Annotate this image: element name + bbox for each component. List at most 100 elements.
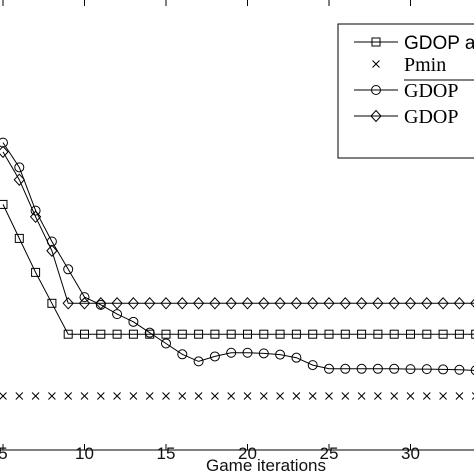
- series-diamond-diamond-marker: [46, 244, 58, 258]
- x-tick-label: 15: [157, 444, 176, 463]
- series-x-x-marker: [422, 392, 431, 400]
- series-x-x-marker: [194, 392, 203, 400]
- series-square-square-marker: [112, 329, 122, 339]
- series-square-square-marker: [275, 329, 285, 339]
- series-square-square-marker: [243, 329, 252, 339]
- series-x-x-marker: [292, 392, 301, 400]
- series-x-x-marker: [390, 392, 399, 400]
- series-x-x-marker: [341, 392, 350, 400]
- series-x-x-marker: [96, 392, 105, 400]
- series-circle-circle-marker: [324, 363, 334, 374]
- series-diamond-diamond-marker: [176, 297, 188, 310]
- series-x-x-marker: [357, 392, 366, 400]
- series-x-x-marker: [80, 392, 89, 400]
- series-diamond-diamond-marker: [388, 297, 400, 310]
- x-tick-label: 30: [401, 444, 420, 463]
- legend-label: GDOP a: [404, 33, 474, 54]
- series-square-square-marker: [177, 329, 187, 339]
- series-x-x-marker: [15, 392, 24, 400]
- legend-item: GDOP: [354, 106, 458, 128]
- series-circle-circle-marker: [389, 363, 400, 374]
- series-circle-circle-marker: [226, 347, 237, 358]
- series-circle-circle-marker: [144, 327, 155, 338]
- legend-diamond-marker: [370, 109, 382, 123]
- series-square-square-marker: [259, 329, 269, 339]
- series-x: [0, 392, 474, 400]
- series-diamond-diamond-marker: [339, 297, 351, 310]
- series-diamond-diamond-marker: [95, 297, 107, 310]
- series-circle-circle-marker: [258, 348, 269, 359]
- series-circle-circle-marker: [275, 349, 286, 360]
- series-circle-circle-marker: [128, 316, 139, 327]
- series-diamond-diamond-marker: [192, 297, 205, 310]
- series-square-square-marker: [194, 329, 204, 339]
- series-circle-circle-marker: [470, 365, 474, 376]
- series-line-circle: [2, 142, 474, 371]
- series-x-x-marker: [259, 392, 268, 400]
- series-square-square-marker: [454, 329, 464, 339]
- series-diamond-diamond-marker: [209, 297, 221, 310]
- x-axis-label: Game iterations: [206, 456, 326, 474]
- series-circle-circle-marker: [340, 363, 351, 374]
- series-diamond-diamond-marker: [404, 297, 417, 310]
- series-circle-circle-marker: [405, 364, 416, 375]
- series-diamond-diamond-marker: [160, 297, 172, 310]
- series-square-square-marker: [161, 329, 171, 339]
- series-circle-circle-marker: [30, 205, 41, 216]
- series-circle-circle-marker: [242, 347, 253, 358]
- series-square-square-marker: [31, 267, 41, 277]
- series-diamond-diamond-marker: [437, 297, 449, 310]
- series-x-x-marker: [48, 392, 56, 400]
- series-x-x-marker: [374, 392, 382, 400]
- series-diamond-diamond-marker: [274, 297, 286, 310]
- series-diamond-diamond-marker: [13, 173, 25, 186]
- series-square-square-marker: [438, 329, 448, 339]
- series-x-x-marker: [129, 392, 138, 400]
- series-diamond-diamond-marker: [78, 297, 91, 310]
- series-circle-circle-marker: [14, 162, 25, 173]
- series-diamond-diamond-marker: [470, 298, 474, 308]
- series-diamond-diamond-marker: [225, 297, 237, 310]
- series-square-square-marker: [63, 329, 73, 339]
- series-circle-circle-marker: [372, 363, 383, 374]
- series-circle-circle-marker: [177, 349, 188, 360]
- series-diamond-diamond-marker: [323, 297, 335, 310]
- series-diamond-diamond-marker: [29, 210, 42, 224]
- series-circle-circle-marker: [356, 363, 367, 374]
- series-diamond-diamond-marker: [290, 297, 303, 310]
- series-x-x-marker: [455, 392, 464, 400]
- x-tick-label: 10: [75, 444, 94, 463]
- x-tick-label: 25: [320, 444, 339, 463]
- series-x-x-marker: [178, 392, 187, 400]
- series-diamond-diamond-marker: [453, 297, 466, 310]
- legend-item: GDOP a: [354, 33, 474, 54]
- series-x-x-marker: [406, 392, 415, 400]
- series-square-square-marker: [389, 329, 399, 339]
- series-square-square-marker: [471, 329, 474, 339]
- series-diamond-diamond-marker: [355, 297, 368, 310]
- series-square-square-marker: [324, 329, 334, 339]
- series-x-x-marker: [211, 392, 219, 400]
- series-square-square-marker: [357, 329, 367, 339]
- series-circle-circle-marker: [209, 351, 220, 362]
- series-square-square-marker: [80, 329, 89, 339]
- series-x-x-marker: [471, 392, 474, 400]
- series-x-x-marker: [145, 392, 154, 400]
- series-circle-circle-marker: [0, 137, 8, 148]
- series-x-x-marker: [276, 392, 284, 400]
- series-diamond-diamond-marker: [421, 297, 433, 310]
- legend-box: [337, 23, 474, 159]
- series-circle-circle-marker: [63, 264, 74, 275]
- series-circle-circle-marker: [438, 364, 449, 375]
- series-x-x-marker: [0, 392, 7, 400]
- series-diamond-diamond-marker: [62, 297, 74, 310]
- series-x-x-marker: [31, 392, 40, 400]
- series-diamond-diamond-marker: [372, 297, 384, 310]
- series-square-square-marker: [128, 329, 138, 339]
- legend-label: GDOP: [404, 106, 458, 128]
- x-tick-labels: 5 10 15 20 25 30: [0, 0, 420, 463]
- legend-circle-marker: [371, 85, 381, 95]
- series-line-square: [2, 204, 474, 335]
- series-diamond-diamond-marker: [127, 297, 140, 310]
